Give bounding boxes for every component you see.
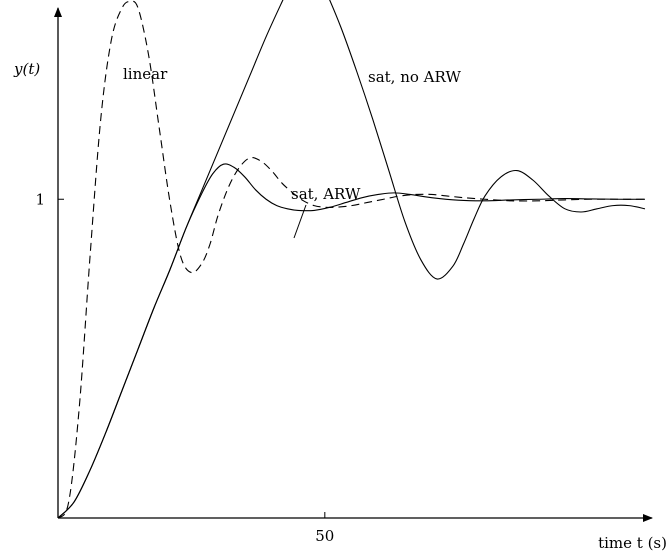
series-linear (57, 0, 645, 519)
y-axis-label: y(t) (13, 60, 40, 78)
x-axis-label: time t (s) (598, 534, 667, 552)
axis-ticks: 50 1 (35, 190, 334, 545)
series-layer (57, 0, 646, 519)
annotation-sat-no-arw: sat, no ARW (368, 68, 461, 86)
series-sat-no-arw (57, 0, 646, 519)
annotation-sat-arw: sat, ARW (291, 185, 361, 203)
y-tick-label-0: 1 (35, 190, 45, 208)
annotation-sat-arw-pointer (293, 204, 307, 239)
x-tick-label-0: 50 (315, 527, 334, 545)
series-sat-arw (57, 163, 646, 519)
annotation-linear: linear (123, 65, 168, 83)
